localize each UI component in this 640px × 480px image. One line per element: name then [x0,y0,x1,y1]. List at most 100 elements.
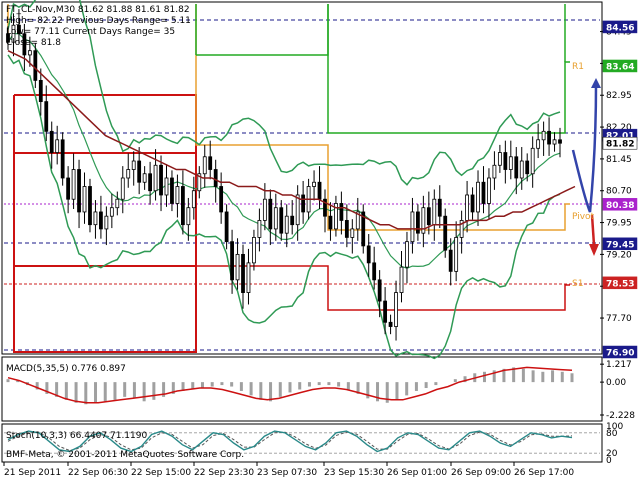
upper-band [7,0,561,186]
price-label-bg [602,237,638,251]
candle-body [186,207,191,226]
price-label-bg [602,345,638,359]
price-label-text: 81.82 [606,140,634,150]
price-label: 80.38 [602,198,638,211]
candle [421,195,426,248]
candle [235,238,240,290]
candle-body [426,207,431,226]
candle-body [344,220,349,238]
candle [405,231,409,284]
middle-band [7,33,561,269]
candle [383,287,388,335]
header-line-2: High= 82.22 Previous Days Range= 5.11 [6,16,191,26]
candle-body [99,211,103,230]
candle [519,147,524,190]
price-axis-layer: 84.4583.7082.9582.2081.4580.7079.9579.20… [572,20,638,359]
candle-body [262,198,267,221]
candle [476,170,480,226]
candle-body [131,160,136,170]
price-label-text: 78.53 [606,279,634,289]
candle-body [558,139,562,144]
candle [377,270,382,318]
candle [230,229,234,294]
price-tick-label: 79.20 [606,250,632,260]
candle [361,204,366,254]
price-label-text: 80.38 [606,201,634,211]
header-line-4: Close= 81.8 [6,38,61,48]
candle-body [241,253,245,293]
candle [399,250,404,303]
candle [170,170,174,212]
candle-body [246,262,251,293]
candle [164,163,169,207]
candle-body [175,186,180,204]
candle [547,117,551,156]
candle-body [164,177,169,196]
candle-body [290,215,295,226]
candle [344,204,349,248]
time-tick-label: 26 Sep 17:00 [514,468,574,478]
price-panel [1,1,603,355]
candle-body [399,266,404,293]
candle-body [508,156,513,170]
candle-body [273,207,278,230]
candle [470,187,475,220]
price-label: 81.82 [602,136,638,150]
candle [558,127,562,158]
candle [11,13,16,57]
candles-layer [6,9,562,341]
candle [328,202,333,241]
candle-body [497,152,502,166]
candle [552,132,557,152]
candle-body [71,169,76,200]
candle [394,280,398,341]
candle-body [257,220,262,238]
time-tick-label: 26 Sep 01:00 [387,468,447,478]
price-label: 79.45 [602,237,638,251]
candle [355,197,360,241]
candle-body [170,177,174,204]
macd-signal-line [7,366,573,404]
candle-body [224,211,229,243]
candle-body [109,207,114,217]
price-label-text: 84.56 [606,23,634,33]
candle [191,176,196,220]
candle [22,23,27,72]
candle-body [437,198,442,217]
candle-body [443,215,448,251]
price-label-text: 76.90 [606,349,634,359]
level-tag: Pivot [572,212,595,222]
candle [530,136,535,188]
candle-body [137,160,142,183]
candle-body [208,156,213,170]
candle-body [405,241,409,268]
price-label: 83.64 [602,59,638,72]
stoch-main-line [7,430,573,453]
candle-body [27,50,32,56]
macd-panel [1,356,603,422]
candle-body [388,321,393,327]
candle [60,132,65,186]
resistance-line [327,4,570,134]
candle [197,166,202,199]
candle-body [410,211,415,243]
time-tick-label: 22 Sep 15:00 [131,468,191,478]
candle-body [268,198,273,230]
stoch-title: Stoch(10,3,3) 66.4407 71.1190 [6,431,147,441]
price-label-text: 79.45 [606,240,634,250]
candle [219,172,224,224]
level-tag: R1 [572,62,584,72]
candle-body [120,177,125,200]
candle [88,178,92,233]
candle [104,206,109,246]
candle-body [525,160,530,175]
candle [33,43,38,89]
candle [213,159,218,203]
candle-body [416,211,420,234]
candle-body [44,101,49,132]
candle-body [312,181,316,187]
price-tick-label: 81.45 [606,155,632,165]
price-label-bg [602,276,638,290]
